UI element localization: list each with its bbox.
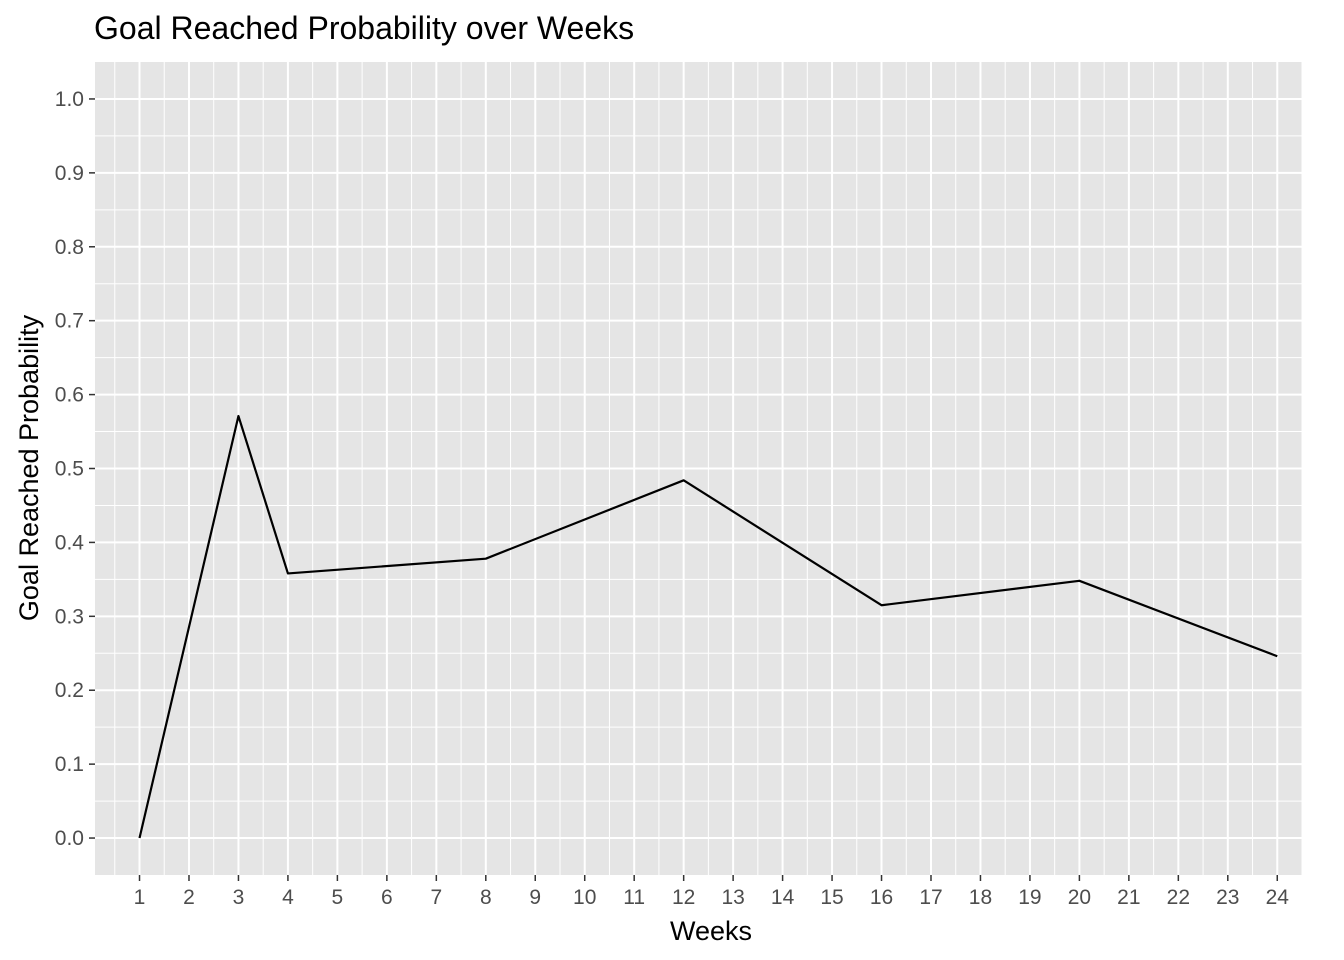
- y-tick-label: 0.1: [55, 753, 84, 776]
- y-tick-label: 1.0: [55, 88, 84, 111]
- y-tick-label: 0.2: [55, 679, 84, 702]
- x-tick-label: 15: [820, 886, 843, 909]
- series-layer: [138, 414, 1278, 839]
- x-tick-label: 7: [430, 886, 442, 909]
- x-axis-title: Weeks: [670, 916, 752, 946]
- y-axis-title: Goal Reached Probability: [14, 314, 44, 621]
- major-gridlines: [95, 62, 1302, 875]
- x-tick-label: 5: [332, 886, 344, 909]
- y-tick-label: 0.6: [55, 384, 84, 407]
- y-tick-label: 0.4: [55, 531, 85, 554]
- x-tick-label: 13: [721, 886, 744, 909]
- x-tick-label: 22: [1167, 886, 1190, 909]
- y-tick-label: 0.5: [55, 458, 84, 481]
- y-tick-label: 0.3: [55, 605, 84, 628]
- x-tick-label: 1: [134, 886, 146, 909]
- x-tick-label: 16: [870, 886, 893, 909]
- x-tick-label: 3: [233, 886, 245, 909]
- y-tick-label: 0.0: [55, 827, 84, 850]
- y-tick-label: 0.9: [55, 162, 84, 185]
- x-tick-label: 8: [480, 886, 492, 909]
- x-tick-label: 20: [1068, 886, 1091, 909]
- x-tick-label: 6: [381, 886, 393, 909]
- x-tick-label: 9: [529, 886, 541, 909]
- x-tick-label: 19: [1018, 886, 1041, 909]
- x-tick-label: 17: [919, 886, 942, 909]
- y-tick-label: 0.7: [55, 310, 84, 333]
- y-tick-label: 0.8: [55, 236, 84, 259]
- x-tick-label: 24: [1266, 886, 1290, 909]
- x-tick-label: 10: [573, 886, 596, 909]
- x-tick-label: 11: [623, 886, 645, 909]
- series-line: [138, 414, 1278, 839]
- x-tick-label: 4: [282, 886, 294, 909]
- x-tick-label: 18: [969, 886, 992, 909]
- x-tick-label: 2: [183, 886, 195, 909]
- chart-title: Goal Reached Probability over Weeks: [94, 10, 634, 46]
- y-axis-ticks: 0.0 0.1 0.2 0.3 0.4 0.5 0.6 0.7 0.8 0.9 1.0: [55, 88, 95, 850]
- x-tick-label: 12: [672, 886, 695, 909]
- x-tick-label: 21: [1117, 886, 1140, 909]
- x-tick-label: 14: [771, 886, 795, 909]
- x-axis-ticks: 1 2 3 4 5 6 7 8 9 10 11 12 13 14 15 16 17 18 19 20 21 22 23 24: [134, 875, 1290, 909]
- x-tick-label: 23: [1216, 886, 1239, 909]
